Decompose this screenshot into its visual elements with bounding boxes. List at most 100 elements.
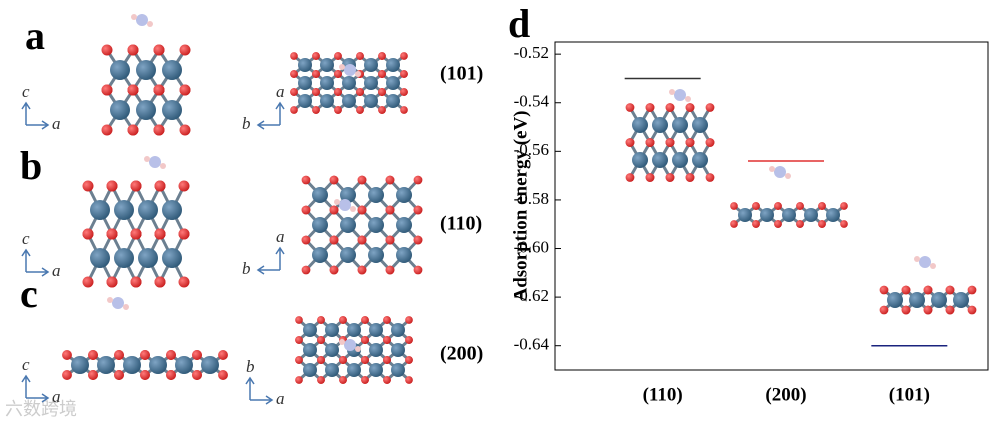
molecule	[339, 64, 345, 70]
titanium	[782, 208, 796, 222]
titanium	[136, 100, 156, 120]
titanium	[320, 94, 334, 108]
titanium	[369, 323, 383, 337]
x-tick-label: (101)	[889, 384, 930, 405]
oxygen	[945, 285, 955, 295]
titanium	[386, 94, 400, 108]
oxygen	[625, 173, 635, 182]
oxygen	[153, 44, 165, 56]
oxygen	[334, 106, 342, 114]
titanium	[826, 208, 840, 222]
oxygen	[901, 285, 911, 295]
molecule	[339, 199, 351, 211]
oxygen	[192, 350, 202, 360]
titanium	[162, 60, 182, 80]
titanium	[97, 356, 115, 374]
oxygen	[154, 180, 166, 192]
titanium	[162, 100, 182, 120]
y-tick-label: -0.52	[514, 43, 549, 62]
oxygen	[312, 70, 320, 78]
titanium	[312, 187, 328, 203]
oxygen	[357, 205, 367, 215]
titanium	[342, 76, 356, 90]
oxygen	[625, 138, 635, 147]
oxygen	[730, 220, 738, 228]
oxygen	[357, 265, 367, 275]
oxygen	[153, 124, 165, 136]
titanium	[340, 217, 356, 233]
titanium	[386, 58, 400, 72]
oxygen	[101, 84, 113, 96]
oxygen	[82, 180, 94, 192]
titanium	[692, 117, 708, 133]
oxygen	[140, 370, 150, 380]
titanium	[312, 247, 328, 263]
axis-label: a	[52, 387, 61, 406]
oxygen	[383, 356, 391, 364]
titanium	[364, 58, 378, 72]
titanium	[110, 100, 130, 120]
titanium	[391, 323, 405, 337]
titanium	[953, 292, 969, 308]
oxygen	[413, 265, 423, 275]
oxygen	[317, 376, 325, 384]
oxygen	[166, 370, 176, 380]
oxygen	[82, 228, 94, 240]
titanium	[386, 76, 400, 90]
facet-label: (110)	[440, 213, 482, 235]
titanium	[123, 356, 141, 374]
y-tick-label: -0.58	[514, 189, 549, 208]
oxygen	[413, 235, 423, 245]
oxygen	[385, 235, 395, 245]
titanium	[149, 356, 167, 374]
titanium	[298, 94, 312, 108]
oxygen	[114, 370, 124, 380]
oxygen	[101, 44, 113, 56]
panel-label: b	[20, 143, 42, 188]
crystal	[879, 285, 977, 315]
watermark: 六数跨境	[5, 399, 77, 420]
oxygen	[405, 316, 413, 324]
oxygen	[62, 370, 72, 380]
oxygen	[356, 52, 364, 60]
titanium	[347, 363, 361, 377]
oxygen	[179, 84, 191, 96]
molecule	[112, 297, 124, 309]
molecule	[136, 14, 148, 26]
oxygen	[378, 106, 386, 114]
titanium	[114, 248, 134, 268]
oxygen	[127, 124, 139, 136]
titanium	[340, 187, 356, 203]
axis-label: a	[276, 227, 285, 246]
oxygen	[645, 103, 655, 112]
axis-label: c	[22, 82, 30, 101]
oxygen	[796, 202, 804, 210]
panel-label: a	[25, 13, 45, 58]
oxygen	[879, 305, 889, 315]
molecule	[344, 339, 356, 351]
axis-arrow	[21, 248, 50, 277]
oxygen	[339, 316, 347, 324]
oxygen	[106, 276, 118, 288]
oxygen	[329, 265, 339, 275]
oxygen	[301, 175, 311, 185]
molecule	[344, 64, 356, 76]
y-tick-label: -0.54	[514, 92, 550, 111]
oxygen	[840, 202, 848, 210]
titanium	[138, 248, 158, 268]
titanium	[364, 76, 378, 90]
oxygen	[329, 235, 339, 245]
panel-label: c	[20, 271, 38, 316]
oxygen	[339, 356, 347, 364]
oxygen	[106, 228, 118, 240]
axis-arrow	[256, 246, 285, 275]
molecule	[914, 256, 920, 262]
molecule	[674, 89, 686, 101]
molecule	[685, 96, 691, 102]
titanium	[90, 200, 110, 220]
oxygen	[82, 276, 94, 288]
titanium	[632, 117, 648, 133]
molecule	[355, 346, 361, 352]
axis-arrow	[21, 101, 50, 130]
